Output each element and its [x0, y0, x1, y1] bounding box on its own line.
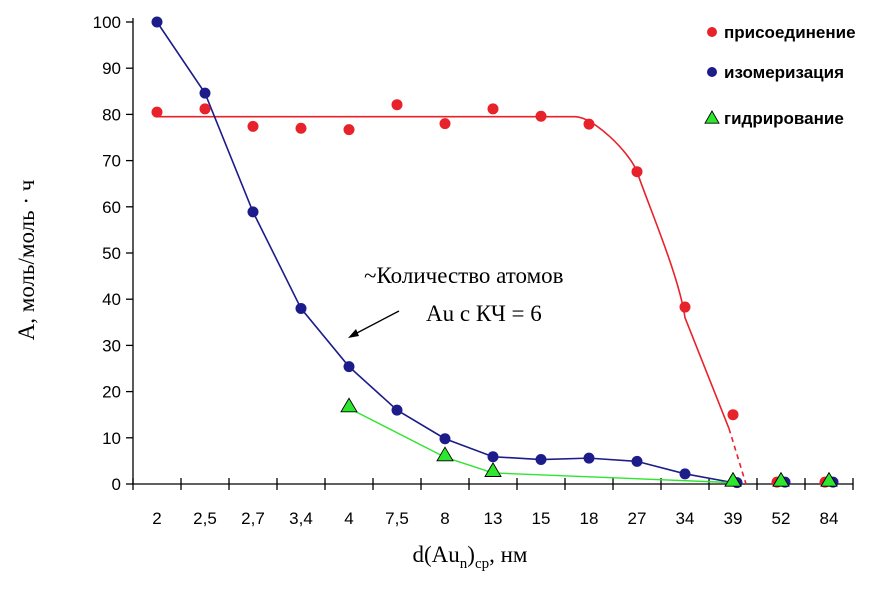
isomerization-point	[295, 302, 307, 314]
addition-point	[247, 120, 259, 132]
addition-point	[151, 106, 163, 118]
hydrogenation-point	[724, 471, 742, 487]
y-tick-label: 0	[112, 475, 121, 494]
isomerization-line	[156, 21, 734, 484]
y-tick-label: 10	[102, 429, 121, 448]
y-tick-label: 30	[102, 336, 121, 355]
y-tick-label: 70	[102, 152, 121, 171]
y-axis-label: А, моль/моль · ч	[14, 179, 39, 340]
addition-point	[583, 118, 595, 130]
x-tick-label: 8	[440, 509, 449, 528]
addition-point	[199, 103, 211, 115]
isomerization-point	[391, 404, 403, 416]
y-tick-label: 40	[102, 290, 121, 309]
addition-point	[631, 166, 643, 178]
isomerization-point	[343, 361, 355, 373]
addition-point	[727, 409, 739, 421]
axes: 0 10 20 30 40 50 60 70 80 90 100 2 2,5 2,7 3,4 4 7,5 8 13 1…	[93, 13, 854, 528]
addition-point	[535, 110, 547, 122]
y-tick-label: 80	[102, 105, 121, 124]
addition-point	[439, 118, 451, 130]
isomerization-point	[199, 87, 211, 99]
y-tick-label: 90	[102, 59, 121, 78]
addition-point	[295, 122, 307, 134]
addition-point	[343, 124, 355, 136]
hydrogenation-point	[772, 471, 790, 487]
x-tick-label: 7,5	[385, 509, 409, 528]
addition-point	[391, 99, 403, 111]
legend-label: присоединение	[724, 23, 856, 42]
x-tick-label: 2,7	[241, 509, 265, 528]
legend-label: гидрирование	[724, 109, 844, 128]
y-tick-label: 60	[102, 198, 121, 217]
isomerization-point	[247, 206, 259, 218]
legend-marker-circle	[707, 27, 717, 37]
y-tick-label: 50	[102, 244, 121, 263]
x-tick-label: 34	[676, 509, 695, 528]
hydrogenation-point	[436, 446, 454, 462]
legend-marker-triangle	[704, 110, 720, 124]
legend: присоединение изомеризация гидрирование	[704, 23, 856, 128]
fitted-curves	[156, 21, 747, 485]
annotation-line-1: ~Количество атомов	[364, 263, 564, 288]
x-tick-label: 84	[820, 509, 839, 528]
x-tick-label: 13	[484, 509, 503, 528]
isomerization-point	[439, 433, 451, 445]
data-points	[151, 16, 839, 489]
x-tick-label: 27	[628, 509, 647, 528]
x-tick-label: 52	[772, 509, 791, 528]
x-tick-label: 18	[580, 509, 599, 528]
hydrogenation-line	[348, 407, 734, 484]
legend-label: изомеризация	[724, 63, 844, 82]
isomerization-point	[631, 455, 643, 467]
addition-point	[487, 103, 499, 115]
x-tick-label: 39	[724, 509, 743, 528]
x-tick-label: 3,4	[289, 509, 313, 528]
isomerization-point	[583, 452, 595, 464]
y-tick-label: 100	[93, 13, 121, 32]
x-tick-label: 4	[344, 509, 353, 528]
isomerization-point	[535, 454, 547, 466]
x-tick-label: 2,5	[193, 509, 217, 528]
x-tick-label: 2	[152, 509, 161, 528]
hydrogenation-point	[484, 462, 502, 477]
isomerization-point	[487, 451, 499, 463]
legend-marker-circle	[707, 67, 717, 77]
hydrogenation-point	[340, 397, 358, 413]
y-tick-label: 20	[102, 383, 121, 402]
addition-point	[679, 301, 691, 313]
x-axis-label: d(Aun)ср, нм	[413, 542, 528, 572]
annotation-line-2: Au с КЧ = 6	[426, 301, 542, 326]
isomerization-point	[679, 468, 691, 480]
hydrogenation-point	[820, 471, 838, 487]
isomerization-point	[151, 16, 163, 28]
x-tick-label: 15	[532, 509, 551, 528]
annotation-arrow	[348, 310, 400, 338]
addition-fit-extrapolation	[728, 428, 747, 485]
